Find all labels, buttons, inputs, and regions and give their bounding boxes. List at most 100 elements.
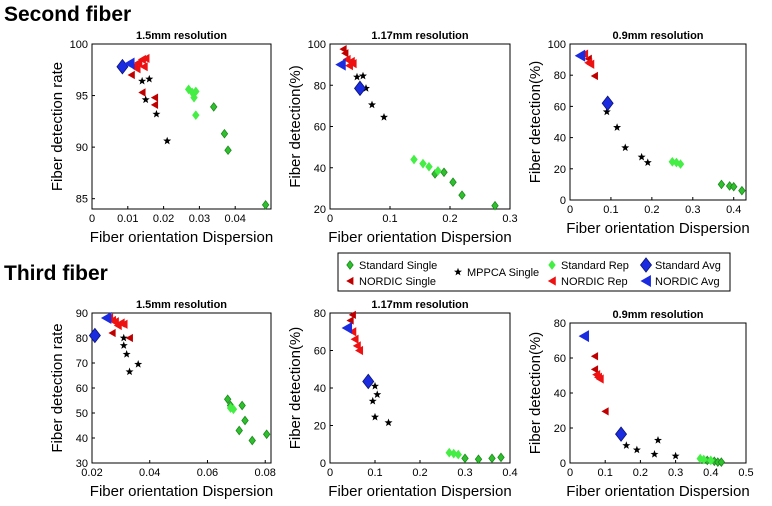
data-point-mppca-single <box>359 71 367 80</box>
data-point-standard-single <box>717 457 726 467</box>
y-tick-label: 95 <box>76 91 88 103</box>
x-tick-label: 0.02 <box>153 213 174 225</box>
data-point-mppca-single <box>368 100 376 109</box>
data-point-nordic-rep <box>355 345 364 356</box>
data-point-mppca-single <box>145 74 154 83</box>
x-axis-label: Fiber orientation Dispersion <box>90 229 273 246</box>
data-point-mppca-single <box>613 123 622 131</box>
data-point-nordic-rep <box>139 62 148 72</box>
data-point-nordic-single <box>590 365 599 374</box>
data-point-mppca-single <box>380 113 388 121</box>
x-tick-label: 0.1 <box>367 467 382 479</box>
data-point-standard-rep <box>450 448 458 459</box>
y-tick-label: 0 <box>560 195 566 207</box>
data-point-standard-single <box>238 400 246 411</box>
data-point-standard-avg <box>601 95 614 112</box>
y-tick-label: 100 <box>548 39 566 51</box>
y-tick-label: 90 <box>76 308 88 320</box>
y-tick-label: 60 <box>314 346 326 358</box>
x-tick-label: 0.5 <box>738 467 753 479</box>
y-tick-label: 80 <box>314 308 326 320</box>
y-tick-label: 90 <box>76 142 88 154</box>
x-axis-label: Fiber orientation Dispersion <box>90 483 273 500</box>
data-point-standard-single <box>738 185 746 196</box>
scatter-plot-4: 1.5mm resolution 0.02 0.04 0.06 0.08 30 40 50 60… <box>49 299 276 500</box>
scatter-plot-3: 0.9mm resolution 0 0.1 0.2 0.3 0.4 0 20 40 60 80 10… <box>527 30 750 237</box>
y-tick-label: 40 <box>314 163 326 175</box>
data-point-nordic-single <box>150 100 159 110</box>
data-point-nordic-single <box>108 328 116 338</box>
data-point-nordic-single <box>150 93 159 102</box>
y-axis-label: Fiber detection(%) <box>287 65 304 188</box>
data-point-mppca-single <box>371 381 379 390</box>
legend-marker-nordic-single <box>346 276 354 286</box>
scatter-plot-1: 1.5mm resolution 0 0.01 0.02 0.03 0.04 85 90 95 1… <box>49 30 273 246</box>
data-point-standard-avg <box>615 426 628 442</box>
data-point-standard-single <box>210 102 218 112</box>
data-point-standard-single <box>235 425 243 436</box>
legend-label: NORDIC Rep <box>561 276 628 288</box>
data-point-nordic-rep <box>141 53 150 64</box>
axes-frame <box>329 43 511 210</box>
x-tick-label: 0.04 <box>139 467 160 479</box>
axes-frame <box>91 43 272 210</box>
data-point-nordic-rep <box>595 374 604 384</box>
x-tick-label: 0.2 <box>442 213 457 225</box>
data-point-nordic-avg <box>335 58 346 71</box>
data-point-standard-avg <box>362 373 375 390</box>
data-point-standard-single <box>461 453 469 464</box>
data-point-mppca-single <box>368 396 377 405</box>
data-point-mppca-single <box>671 451 680 460</box>
data-point-mppca-single <box>134 360 143 368</box>
data-point-nordic-single <box>590 352 599 361</box>
axes-frame <box>569 43 747 201</box>
data-point-nordic-rep <box>350 334 359 344</box>
x-tick-label: 0.04 <box>224 213 245 225</box>
plot-title: 1.5mm resolution <box>136 30 227 42</box>
y-tick-label: 70 <box>76 358 88 370</box>
data-point-mppca-single <box>353 72 361 81</box>
y-tick-label: 20 <box>314 421 326 433</box>
data-point-mppca-single <box>362 84 370 92</box>
data-point-standard-rep <box>410 154 418 165</box>
y-tick-label: 60 <box>554 353 566 365</box>
data-point-nordic-rep <box>348 327 357 337</box>
y-tick-label: 60 <box>76 383 88 395</box>
y-tick-label: 85 <box>76 194 88 206</box>
x-axis-label: Fiber orientation Dispersion <box>328 229 511 246</box>
legend-marker-mppca-single <box>454 267 462 276</box>
data-point-mppca-single <box>637 152 646 161</box>
x-tick-label: 0.02 <box>81 467 102 479</box>
y-axis-label: Fiber detection(%) <box>287 327 304 450</box>
data-point-standard-rep <box>229 404 238 415</box>
x-tick-label: 0.01 <box>117 213 138 225</box>
legend-marker-nordic-avg <box>640 274 651 288</box>
legend-label: NORDIC Avg <box>655 276 720 288</box>
x-axis-label: Fiber orientation Dispersion <box>566 483 749 500</box>
y-tick-label: 80 <box>76 333 88 345</box>
data-point-mppca-single <box>125 367 134 376</box>
y-tick-label: 40 <box>314 383 326 395</box>
data-point-standard-single <box>262 429 271 440</box>
legend-label: MPPCA Single <box>467 267 539 279</box>
axes-frame <box>329 312 511 464</box>
x-tick-label: 0.4 <box>703 467 718 479</box>
data-point-nordic-single <box>601 407 609 416</box>
x-tick-label: 0.4 <box>502 467 517 479</box>
data-point-standard-rep <box>672 157 681 168</box>
data-point-nordic-avg <box>574 49 586 62</box>
data-point-nordic-single <box>590 71 598 81</box>
data-point-mppca-single <box>643 158 652 166</box>
data-point-standard-rep <box>419 158 427 169</box>
legend: Standard Single MPPCA Single Standard Rep S… <box>337 252 731 292</box>
x-tick-label: 0.06 <box>197 467 218 479</box>
data-point-standard-rep <box>707 455 715 466</box>
data-point-standard-single <box>241 415 249 426</box>
y-tick-label: 20 <box>554 423 566 435</box>
scatter-plot-5: 1.17mm resolution 0 0.1 0.2 0.3 0.4 0 20 40 60 80 F… <box>287 299 518 500</box>
x-tick-label: 0.3 <box>502 213 517 225</box>
legend-label: Standard Rep <box>561 260 629 272</box>
data-point-nordic-rep <box>108 315 116 326</box>
data-point-mppca-single <box>152 109 161 118</box>
legend-label: Standard Avg <box>655 260 721 272</box>
